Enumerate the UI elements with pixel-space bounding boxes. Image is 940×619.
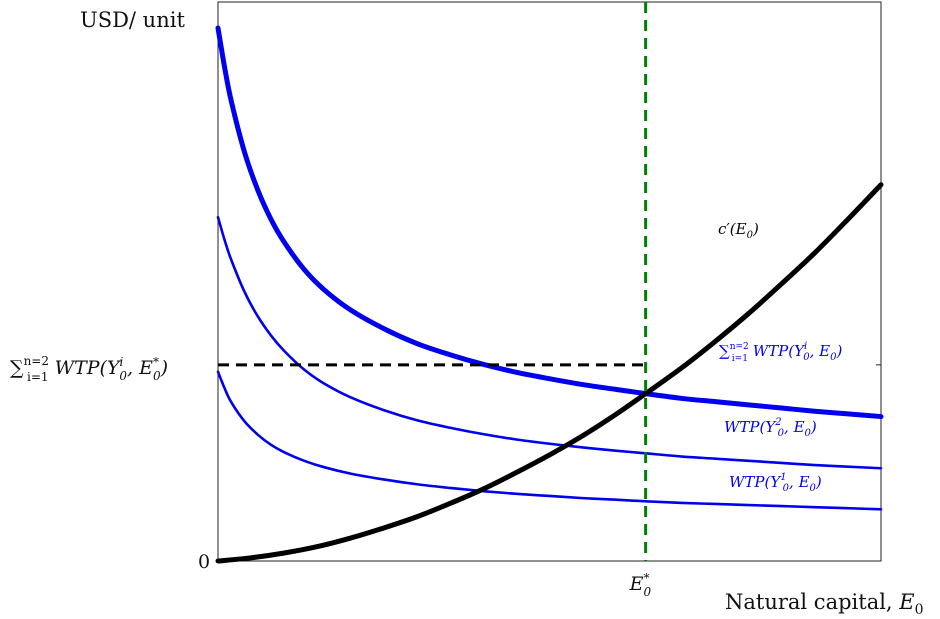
label-marginal-cost: c′(E0): [718, 220, 759, 241]
plot-frame: [217, 1, 882, 562]
x-axis-title: Natural capital, E0: [725, 590, 924, 618]
curves-layer: [215, 25, 884, 564]
y-tick-label-sum-wtp: ∑n=2 i=1 WTP(Yi 0, E* 0): [10, 354, 168, 384]
y-axis-title: USD/ unit: [80, 8, 185, 32]
label-wtp-sum: ∑n=2 i=1 WTP(Yi 0, E0): [719, 341, 842, 364]
label-wtp-y2: WTP(Y2 0, E0): [724, 417, 817, 439]
x-tick-label-e0-star: E* 0: [629, 571, 652, 599]
wtp-y1-curve: [216, 370, 883, 511]
labels-layer: USD/ unit Natural capital, E0 0 ∑n=2 i=1 WTP…: [10, 8, 924, 618]
wtp-y2-curve: [216, 215, 883, 470]
guide-lines: [218, 2, 881, 561]
label-wtp-y1: WTP(Y1 0, E0): [729, 472, 822, 494]
marginal-cost-curve: [215, 182, 884, 564]
wtp-sum-curve: [215, 25, 884, 420]
plot-border: [217, 1, 882, 562]
y-tick-label-zero: 0: [198, 551, 210, 573]
